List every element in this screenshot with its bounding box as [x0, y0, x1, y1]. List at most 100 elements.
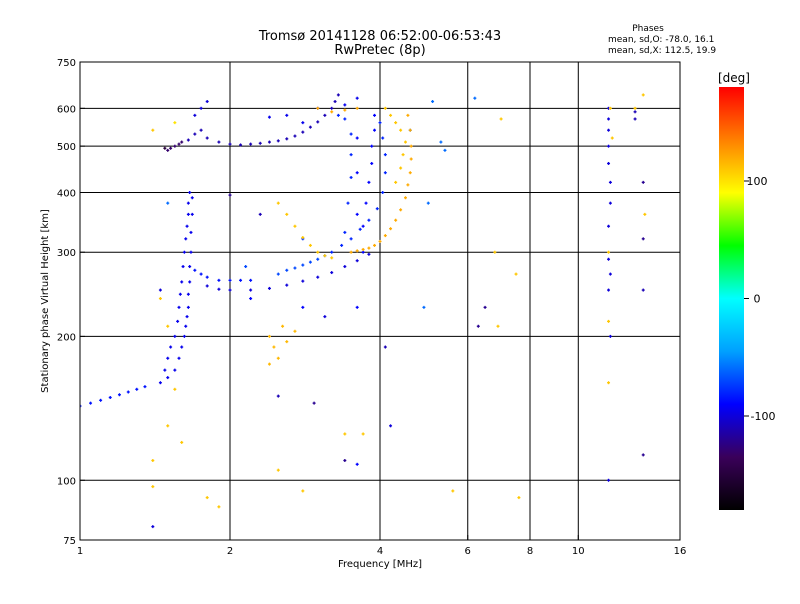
- data-point: [406, 113, 410, 117]
- data-point: [281, 324, 285, 328]
- data-point: [293, 329, 297, 333]
- data-point: [272, 345, 276, 349]
- data-point: [316, 106, 320, 110]
- data-point: [186, 292, 190, 296]
- data-point: [381, 136, 385, 140]
- data-points: [80, 93, 647, 529]
- data-point: [186, 212, 190, 216]
- chart-title: Tromsø 20141128 06:52:00-06:53:43: [258, 29, 501, 44]
- data-point: [228, 288, 232, 292]
- data-point: [177, 142, 181, 146]
- data-point: [186, 305, 190, 309]
- data-point: [188, 280, 192, 284]
- data-point: [258, 141, 262, 145]
- data-point: [343, 432, 347, 436]
- data-point: [343, 230, 347, 234]
- data-point: [193, 268, 197, 272]
- data-point: [641, 288, 645, 292]
- data-point: [173, 334, 177, 338]
- data-point: [267, 140, 271, 144]
- data-point: [199, 128, 203, 132]
- data-point: [276, 356, 280, 360]
- data-point: [166, 201, 170, 205]
- data-point: [383, 234, 387, 238]
- data-point: [205, 100, 209, 104]
- data-point: [177, 356, 181, 360]
- y-axis-ticks: 75 100 200 300 400 500 600 750: [57, 58, 85, 547]
- data-point: [276, 201, 280, 205]
- data-point: [205, 275, 209, 279]
- data-point: [99, 398, 103, 402]
- data-point: [349, 237, 353, 241]
- data-point: [126, 390, 130, 394]
- colorbar-tick-label: 0: [754, 293, 761, 306]
- data-point: [217, 287, 221, 291]
- data-point: [285, 268, 289, 272]
- data-point: [330, 256, 334, 260]
- data-point: [89, 401, 93, 405]
- data-point: [301, 130, 305, 134]
- data-point: [439, 140, 443, 144]
- data-point: [333, 100, 337, 104]
- data-point: [217, 505, 221, 509]
- data-point: [496, 324, 500, 328]
- data-point: [401, 153, 405, 157]
- data-point: [367, 246, 371, 250]
- data-point: [301, 236, 305, 240]
- data-point: [483, 305, 487, 309]
- data-point: [383, 106, 387, 110]
- data-point: [143, 385, 147, 389]
- data-point: [422, 305, 426, 309]
- data-point: [355, 259, 359, 263]
- data-point: [451, 489, 455, 493]
- data-point: [355, 96, 359, 100]
- data-point: [151, 525, 155, 529]
- data-point: [293, 134, 297, 138]
- data-point: [285, 212, 289, 216]
- data-point: [633, 106, 637, 110]
- data-point: [330, 106, 334, 110]
- y-axis-label: Stationary phase Virtual Height [km]: [40, 209, 51, 393]
- data-point: [308, 125, 312, 129]
- data-point: [607, 224, 611, 228]
- data-point: [607, 478, 611, 482]
- data-point: [373, 243, 377, 247]
- data-point: [641, 237, 645, 241]
- data-point: [180, 345, 184, 349]
- data-point: [285, 137, 289, 141]
- data-point: [493, 250, 497, 254]
- data-point: [476, 324, 480, 328]
- data-point: [389, 113, 393, 117]
- chart-subtitle: RwPretec (8p): [334, 43, 425, 58]
- data-point: [267, 115, 271, 119]
- data-point: [330, 271, 334, 275]
- data-point: [370, 161, 374, 165]
- data-point: [258, 212, 262, 216]
- data-point: [403, 196, 407, 200]
- data-point: [409, 144, 413, 148]
- data-point: [239, 278, 243, 282]
- data-point: [375, 207, 379, 211]
- data-point: [190, 196, 194, 200]
- data-point: [607, 319, 611, 323]
- data-point: [80, 404, 82, 408]
- data-point: [499, 117, 503, 121]
- data-point: [361, 250, 365, 254]
- data-point: [163, 146, 167, 150]
- data-point: [308, 243, 312, 247]
- data-point: [185, 315, 189, 319]
- data-point: [228, 142, 232, 146]
- y-tick-label: 100: [57, 476, 76, 487]
- data-point: [399, 166, 403, 170]
- data-point: [189, 250, 193, 254]
- data-point: [443, 148, 447, 152]
- data-point: [193, 113, 197, 117]
- x-tick-label: 2: [227, 546, 233, 557]
- data-point: [373, 113, 377, 117]
- data-point: [316, 275, 320, 279]
- data-point: [323, 113, 327, 117]
- data-point: [394, 121, 398, 125]
- colorbar-label: [deg]: [718, 71, 750, 85]
- data-point: [358, 227, 362, 231]
